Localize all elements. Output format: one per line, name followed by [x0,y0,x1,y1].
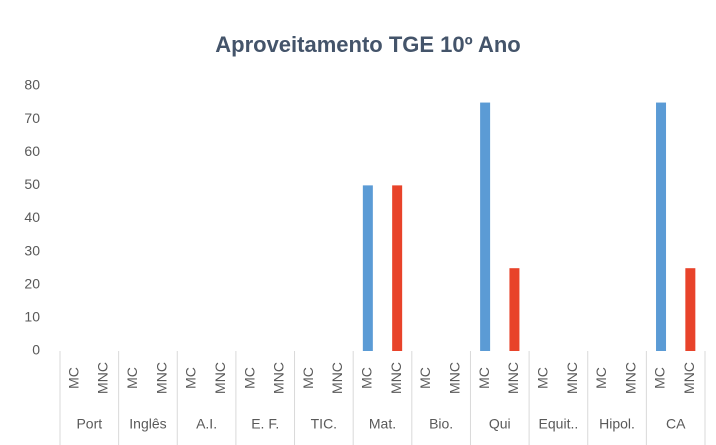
x-group-label: Qui [489,416,511,432]
x-sub-label: MNC [564,362,580,394]
x-sub-label: MNC [329,362,345,394]
x-sub-label: MC [534,367,550,389]
x-group-label: Mat. [369,416,396,432]
x-group-label: E. F. [251,416,279,432]
x-group-label: Inglês [129,416,166,432]
bar [480,102,491,351]
x-group-label: Bio. [429,416,453,432]
x-sub-label: MNC [681,362,697,394]
x-sub-label: MC [652,367,668,389]
x-group-label: A.I. [196,416,217,432]
y-tick-label: 10 [24,309,40,325]
x-sub-label: MNC [271,362,287,394]
x-group-label: Equit.. [539,416,579,432]
x-sub-label: MNC [446,362,462,394]
x-sub-label: MC [300,367,316,389]
bar [362,185,373,351]
bar [392,185,403,351]
y-tick-label: 30 [24,242,40,258]
x-sub-label: MNC [212,362,228,394]
x-sub-label: MNC [95,362,111,394]
x-sub-label: MC [593,367,609,389]
x-sub-label: MNC [388,362,404,394]
y-tick-label: 20 [24,275,40,291]
bar [685,268,696,351]
x-sub-label: MNC [505,362,521,394]
bar [509,268,520,351]
x-sub-label: MC [417,367,433,389]
x-group-label: TIC. [311,416,337,432]
x-sub-label: MC [183,367,199,389]
x-sub-label: MNC [622,362,638,394]
y-tick-label: 70 [24,110,40,126]
y-tick-label: 0 [32,342,40,358]
x-sub-label: MC [65,367,81,389]
x-sub-label: MC [124,367,140,389]
x-group-label: CA [666,416,686,432]
y-tick-label: 40 [24,209,40,225]
x-group-label: Hipol. [599,416,635,432]
x-sub-label: MC [476,367,492,389]
chart-title: Aproveitamento TGE 10º Ano [215,32,521,57]
bar [656,102,667,351]
x-sub-label: MNC [153,362,169,394]
x-group-label: Port [76,416,102,432]
x-sub-label: MC [241,367,257,389]
y-tick-label: 50 [24,176,40,192]
x-sub-label: MC [359,367,375,389]
y-tick-label: 80 [24,77,40,93]
y-tick-label: 60 [24,143,40,159]
